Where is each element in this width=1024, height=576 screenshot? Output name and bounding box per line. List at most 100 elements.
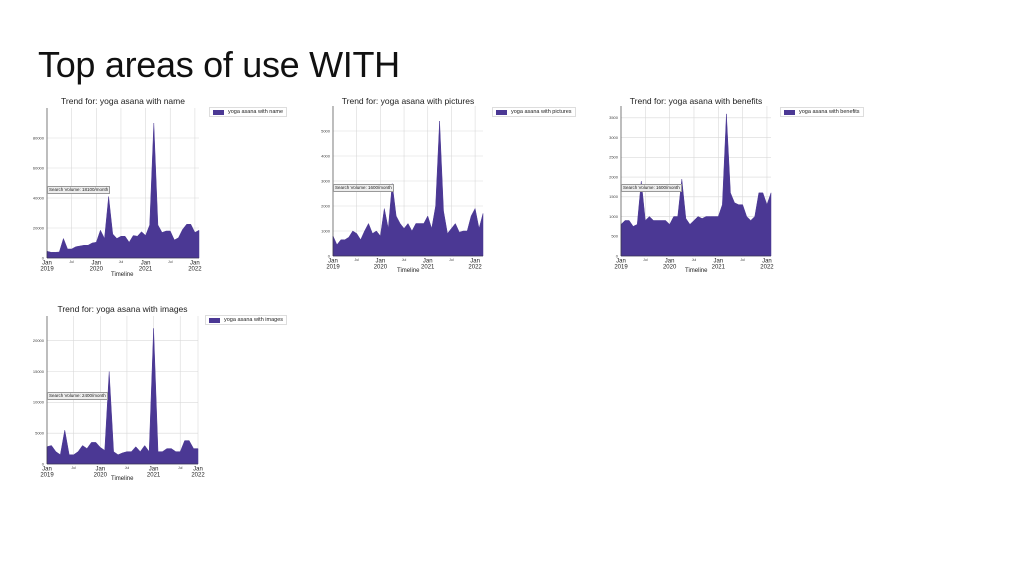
y-tick-label: 0 [42, 255, 45, 260]
chart-panel-name: Trend for: yoga asana with name 0 20000 40… [33, 96, 288, 278]
chart-title: Trend for: yoga asana with name [61, 96, 185, 106]
search-volume-annotation: Search Volume: 1600/month [621, 184, 682, 192]
x-tick-year-label: 2021 [421, 265, 435, 271]
x-tick-label: Jul [692, 258, 697, 262]
y-tick-label: 1000 [609, 214, 619, 219]
x-tick-year-label: 2022 [188, 267, 202, 273]
x-tick-label: Jul [178, 466, 183, 470]
x-tick-year-label: 2021 [712, 265, 726, 271]
x-tick-year-label: 2021 [147, 473, 161, 479]
legend-label: yoga asana with images [224, 317, 284, 323]
x-tick-year-label: 2019 [40, 473, 54, 479]
y-tick-label: 3000 [321, 178, 331, 183]
x-tick-label: Jan [616, 259, 626, 265]
legend: yoga asana with images [205, 315, 288, 325]
y-tick-label: 2000 [321, 203, 331, 208]
x-tick-label: Jul [71, 466, 76, 470]
chart-title: Trend for: yoga asana with benefits [629, 96, 763, 106]
y-tick-label: 3000 [609, 135, 619, 140]
x-tick-label: Jul [119, 260, 124, 264]
x-tick-label: Jan [762, 259, 772, 265]
y-tick-label: 60000 [33, 165, 45, 170]
x-tick-label: Jul [740, 258, 745, 262]
x-tick-label: Jan [42, 261, 52, 267]
x-tick-label: Jan [190, 261, 200, 267]
x-tick-year-label: 2022 [191, 473, 205, 479]
legend: yoga asana with benefits [780, 107, 864, 117]
y-tick-label: 2000 [609, 174, 619, 179]
x-tick-year-label: 2020 [374, 265, 388, 271]
x-axis-label: Timeline [397, 268, 420, 274]
y-tick-label: 15000 [33, 369, 45, 374]
legend-swatch [209, 317, 220, 323]
legend-swatch [213, 109, 224, 115]
y-tick-label: 0 [616, 253, 619, 258]
chart-panel-pictures: Trend for: yoga asana with pictures 0 100… [321, 96, 576, 274]
area-series [620, 113, 772, 257]
x-tick-label: Jan [42, 467, 52, 473]
chart-title: Trend for: yoga asana with pictures [341, 96, 475, 106]
search-volume-annotation: Search Volume: 1600/month [333, 184, 394, 192]
x-tick-year-label: 2019 [614, 265, 628, 271]
x-tick-label: Jul [402, 258, 407, 262]
y-tick-label: 5000 [35, 430, 45, 435]
x-tick-label: Jan [470, 259, 480, 265]
x-tick-label: Jan [149, 467, 159, 473]
legend-swatch [784, 109, 795, 115]
y-tick-label: 10000 [33, 400, 45, 405]
x-tick-year-label: 2020 [90, 267, 104, 273]
y-tick-label: 40000 [33, 195, 45, 200]
legend-label: yoga asana with name [228, 109, 284, 115]
x-tick-label: Jan [423, 259, 433, 265]
x-tick-label: Jul [354, 258, 359, 262]
y-tick-label: 500 [611, 234, 618, 239]
legend-label: yoga asana with benefits [799, 109, 860, 115]
slide-title: Top areas of use WITH [38, 44, 400, 85]
area-series [46, 328, 199, 465]
x-tick-label: Jul [125, 466, 130, 470]
x-tick-label: Jan [95, 467, 105, 473]
x-axis-label: Timeline [685, 268, 708, 274]
x-tick-year-label: 2019 [40, 267, 54, 273]
legend: yoga asana with name [209, 107, 288, 117]
x-tick-label: Jan [91, 261, 101, 267]
legend: yoga asana with pictures [492, 107, 576, 117]
y-tick-label: 5000 [321, 128, 331, 133]
area-series [332, 120, 484, 257]
x-tick-label: Jan [328, 259, 338, 265]
y-tick-label: 20000 [33, 338, 45, 343]
y-tick-label: 20000 [33, 225, 45, 230]
x-tick-label: Jul [168, 260, 173, 264]
y-tick-label: 0 [42, 461, 45, 466]
search-volume-annotation: Search Volume: 18100/month [47, 186, 111, 194]
y-tick-label: 80000 [33, 135, 45, 140]
x-tick-year-label: 2022 [468, 265, 482, 271]
x-tick-label: Jul [449, 258, 454, 262]
y-tick-label: 1000 [321, 228, 331, 233]
legend-label: yoga asana with pictures [511, 109, 572, 115]
chart-title: Trend for: yoga asana with images [57, 304, 188, 314]
y-tick-label: 0 [328, 253, 331, 258]
y-tick-label: 1500 [609, 194, 619, 199]
x-tick-year-label: 2022 [760, 265, 774, 271]
x-tick-year-label: 2019 [326, 265, 340, 271]
x-tick-year-label: 2021 [139, 267, 153, 273]
x-tick-label: Jan [665, 259, 675, 265]
chart-panel-benefits: Trend for: yoga asana with benefits 0 500… [609, 96, 864, 274]
x-tick-label: Jan [713, 259, 723, 265]
search-volume-annotation: Search Volume: 2400/month [47, 392, 108, 400]
x-axis-label: Timeline [111, 476, 134, 482]
chart-panel-images: Trend for: yoga asana with images 0 5000 1… [33, 304, 288, 482]
x-tick-label: Jan [141, 261, 151, 267]
x-tick-label: Jul [643, 258, 648, 262]
area-series [46, 122, 200, 259]
x-tick-label: Jul [69, 260, 74, 264]
x-tick-year-label: 2020 [663, 265, 677, 271]
legend-swatch [496, 109, 507, 115]
x-tick-label: Jan [376, 259, 386, 265]
x-axis-label: Timeline [111, 272, 134, 278]
